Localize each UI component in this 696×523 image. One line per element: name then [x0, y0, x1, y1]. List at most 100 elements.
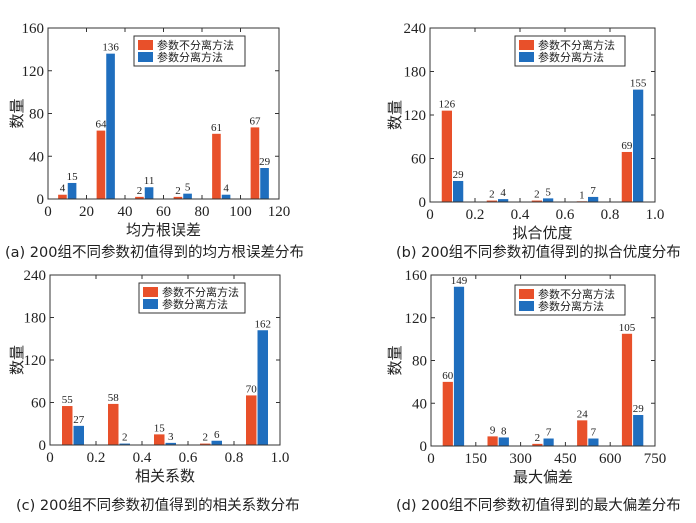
data-label: 27 [73, 414, 85, 426]
bar-non-separated [62, 406, 73, 445]
bar-separated [183, 193, 192, 199]
legend-swatch [519, 301, 534, 311]
bar-non-separated [487, 436, 498, 446]
x-tick-label: 0.8 [225, 450, 244, 466]
bar-separated [144, 187, 154, 199]
y-tick-label: 0 [419, 195, 427, 211]
bar-separated [453, 286, 465, 446]
data-label: 126 [439, 99, 456, 111]
data-label: 7 [590, 185, 596, 197]
legend-swatch [143, 299, 158, 309]
data-label: 5 [545, 186, 551, 198]
data-label: 11 [144, 175, 155, 187]
y-tick-label: 120 [24, 353, 47, 369]
x-tick-label: 0 [44, 204, 52, 220]
x-axis-label: 最大偏差 [513, 468, 573, 486]
data-label: 2 [137, 185, 143, 197]
x-axis-label: 均方根误差 [126, 221, 201, 239]
data-label: 136 [102, 42, 119, 54]
y-tick-label: 120 [22, 64, 45, 80]
bar-separated [260, 168, 269, 199]
bar-non-separated [200, 443, 211, 445]
bar-non-separated [531, 200, 542, 202]
data-label: 69 [621, 140, 633, 152]
data-label: 64 [95, 119, 107, 131]
x-tick-label: 0 [46, 450, 54, 466]
legend-entry: 参数分离方法 [157, 50, 223, 64]
data-label: 7 [546, 427, 552, 439]
chart-panel-a: 4 64 2 2 61 67 15 136 11 5 4 29 0 40 80 120 160 0 20 40 60 80… [5, 21, 304, 261]
bar-separated [633, 89, 644, 202]
bar-non-separated [441, 110, 452, 202]
bar-non-separated [532, 443, 543, 446]
legend-entry: 参数不分离方法 [538, 287, 615, 301]
data-label: 4 [223, 183, 229, 195]
data-label: 155 [630, 78, 647, 90]
bar-separated [211, 440, 222, 445]
bar-non-separated [577, 420, 588, 446]
bar-separated [67, 182, 77, 199]
bar-non-separated [621, 333, 633, 446]
legend-swatch [138, 52, 153, 62]
bar-non-separated [135, 196, 144, 199]
bar-separated [257, 330, 268, 445]
bar-separated [633, 415, 644, 446]
x-tick-label: 20 [79, 204, 94, 220]
y-tick-label: 180 [24, 311, 47, 327]
legend-entry: 参数不分离方法 [162, 285, 239, 299]
y-tick-label: 80 [412, 354, 427, 370]
data-label: 70 [246, 383, 258, 395]
data-label: 3 [168, 431, 174, 443]
data-label: 2 [489, 189, 495, 201]
x-tick-label: 150 [465, 451, 488, 467]
bar-non-separated [96, 130, 106, 199]
data-label: 2 [203, 432, 209, 444]
bar-separated [543, 198, 554, 202]
y-tick-label: 0 [420, 439, 428, 455]
data-label: 15 [154, 422, 166, 434]
x-tick-label: 600 [599, 451, 622, 467]
x-tick-label: 0.6 [556, 207, 575, 223]
y-axis-label: 数量 [386, 345, 404, 375]
x-tick-label: 100 [229, 204, 252, 220]
data-label: 2 [535, 432, 541, 444]
y-axis-label: 数量 [8, 345, 26, 375]
x-axis-label: 拟合优度 [512, 224, 572, 242]
bar-non-separated [621, 151, 632, 202]
legend-swatch [519, 289, 534, 299]
data-label: 15 [67, 171, 79, 183]
data-label: 58 [108, 392, 120, 404]
x-tick-label: 40 [118, 204, 133, 220]
bar-non-separated [246, 395, 257, 445]
x-tick-label: 1.0 [646, 207, 665, 223]
y-tick-label: 120 [405, 311, 428, 327]
bar-separated [543, 438, 554, 446]
data-label: 2 [122, 432, 128, 444]
data-label: 29 [633, 403, 645, 415]
y-tick-label: 240 [404, 21, 427, 37]
data-label: 7 [591, 427, 597, 439]
data-label: 29 [453, 169, 465, 181]
bar-separated [165, 442, 176, 445]
bar-non-separated [154, 434, 165, 445]
bar-separated [73, 425, 84, 445]
x-tick-label: 0.6 [179, 450, 198, 466]
legend-entry: 参数分离方法 [162, 297, 228, 311]
legend-entry: 参数分离方法 [538, 50, 604, 64]
bar-non-separated [212, 133, 221, 199]
bar-separated [453, 180, 464, 202]
data-label: 61 [211, 122, 222, 134]
y-axis-label: 数量 [386, 100, 404, 130]
data-label: 5 [185, 182, 191, 194]
panel-caption: (d) 200组不同参数初值得到的最大偏差分布 [396, 497, 681, 514]
y-tick-label: 120 [404, 108, 427, 124]
data-label: 24 [577, 408, 589, 420]
chart-panel-d: 60 9 2 24 105 149 8 7 7 29 0 40 80 120 160 0 150 300 450 60… [386, 268, 681, 514]
legend-entry: 参数不分离方法 [538, 38, 615, 52]
data-label: 2 [175, 185, 181, 197]
bar-separated [106, 53, 115, 200]
data-label: 4 [60, 183, 66, 195]
data-label: 55 [62, 394, 74, 406]
bar-non-separated [442, 381, 453, 446]
